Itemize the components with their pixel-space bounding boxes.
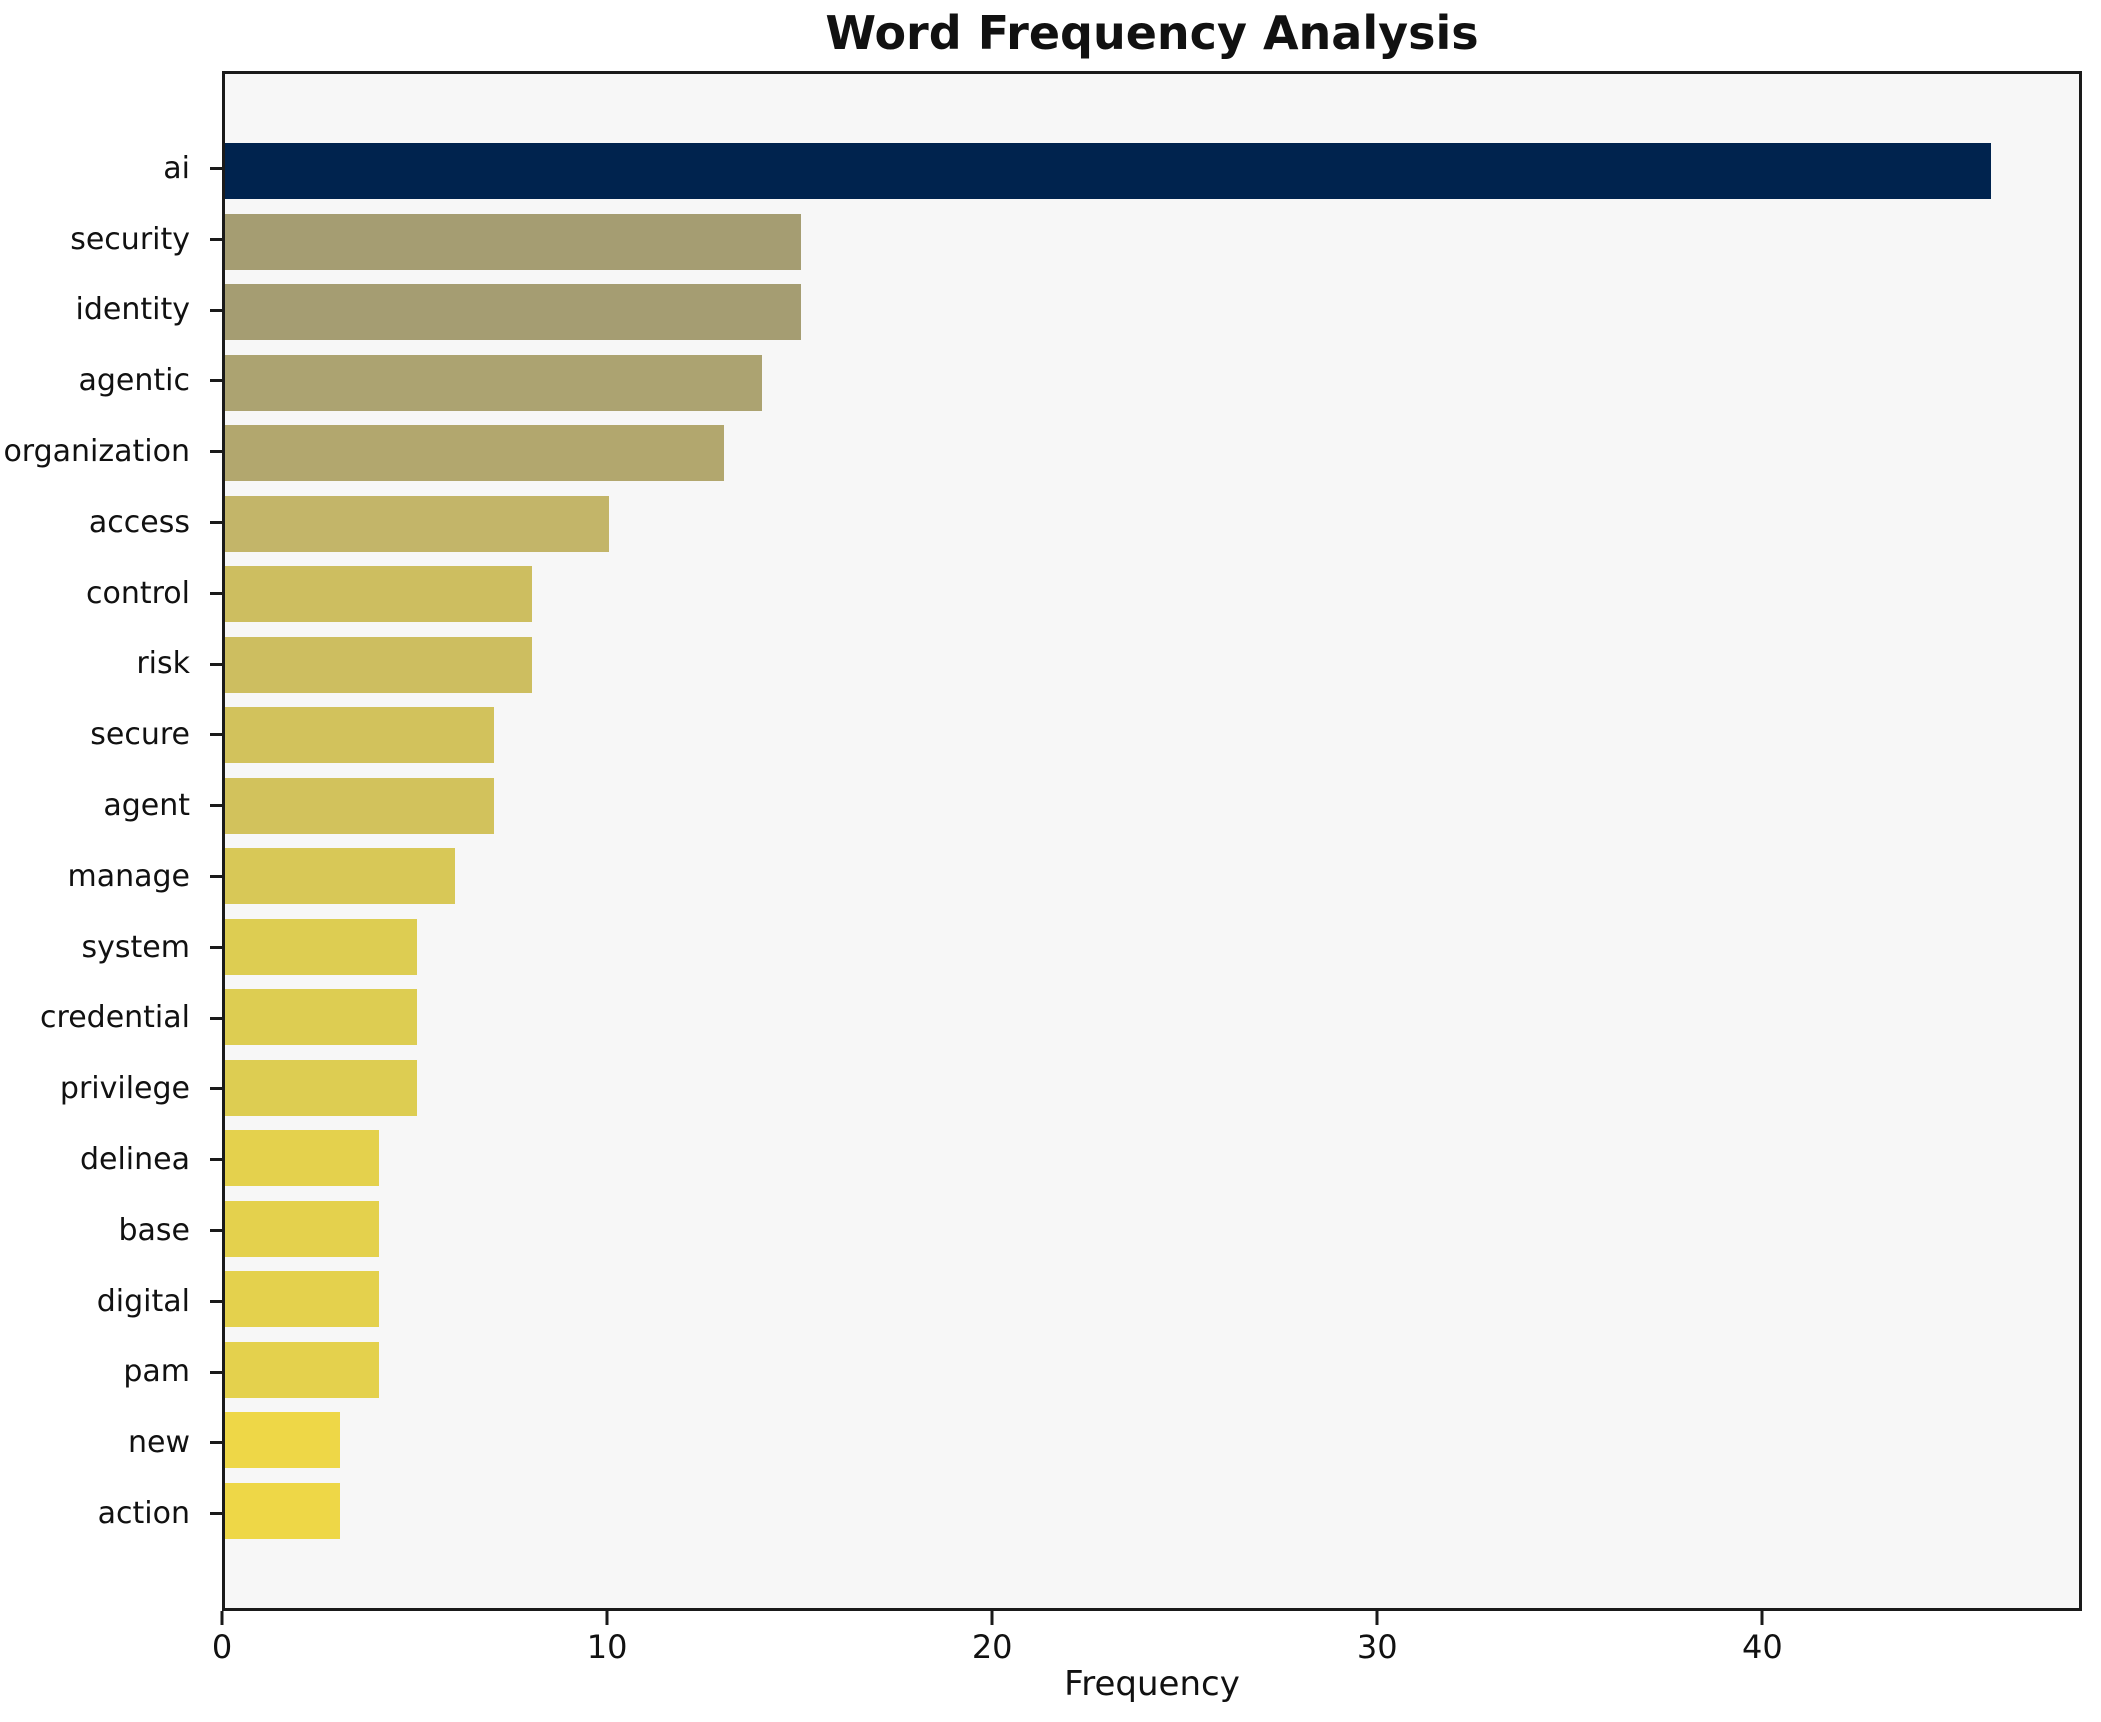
bar-row-credential (225, 982, 2079, 1053)
x-tick-mark-30 (1375, 1611, 1379, 1625)
y-label-base: base (118, 1212, 190, 1248)
y-tick-security (210, 237, 222, 241)
y-label-security: security (70, 221, 190, 257)
bar-system (225, 918, 417, 975)
y-label-identity: identity (75, 292, 190, 328)
x-tick-mark-0 (220, 1611, 224, 1625)
y-tick-agent (210, 804, 222, 808)
bar-manage (225, 848, 456, 905)
bar-base (225, 1200, 379, 1257)
x-tick-label-30: 30 (1356, 1628, 1398, 1666)
x-tick-mark-10 (605, 1611, 609, 1625)
y-label-system: system (81, 929, 190, 965)
bar-row-manage (225, 841, 2079, 912)
bar-access (225, 495, 609, 552)
y-label-digital: digital (96, 1283, 190, 1319)
bar-control (225, 566, 533, 623)
bar-row-control (225, 559, 2079, 630)
bar-row-digital (225, 1264, 2079, 1335)
y-label-credential: credential (40, 1000, 190, 1036)
y-tick-risk (210, 662, 222, 666)
y-tick-new (210, 1441, 222, 1445)
bar-row-delinea (225, 1123, 2079, 1194)
bar-digital (225, 1271, 379, 1328)
bar-credential (225, 989, 417, 1046)
y-tick-digital (210, 1299, 222, 1303)
bar-row-identity (225, 277, 2079, 348)
bar-row-ai (225, 136, 2079, 207)
bar-agent (225, 777, 494, 834)
bar-row-pam (225, 1335, 2079, 1406)
y-tick-base (210, 1228, 222, 1232)
bar-row-base (225, 1194, 2079, 1265)
bar-row-secure (225, 700, 2079, 771)
bar-row-agentic (225, 348, 2079, 419)
y-tick-privilege (210, 1087, 222, 1091)
bar-rows (225, 74, 2079, 1608)
y-label-delinea: delinea (79, 1142, 190, 1178)
y-label-agent: agent (103, 788, 190, 824)
bar-row-agent (225, 771, 2079, 842)
bar-row-risk (225, 630, 2079, 701)
bar-risk (225, 636, 533, 693)
bar-ai (225, 143, 1991, 200)
bar-secure (225, 707, 494, 764)
y-tick-delinea (210, 1158, 222, 1162)
y-tick-ai (210, 166, 222, 170)
bar-row-organization (225, 418, 2079, 489)
y-label-organization: organization (3, 434, 190, 470)
x-axis-title: Frequency (1064, 1664, 1240, 1704)
bar-privilege (225, 1059, 417, 1116)
bar-pam (225, 1341, 379, 1398)
x-tick-label-20: 20 (971, 1628, 1013, 1666)
y-tick-control (210, 591, 222, 595)
y-label-access: access (88, 504, 190, 540)
y-label-manage: manage (67, 858, 190, 894)
y-label-risk: risk (136, 646, 190, 682)
bar-row-security (225, 207, 2079, 278)
y-axis-labels: ai security identity agentic organization acc… (0, 133, 206, 1549)
bar-delinea (225, 1130, 379, 1187)
y-label-action: action (97, 1496, 190, 1532)
y-tick-manage (210, 874, 222, 878)
y-tick-action (210, 1512, 222, 1516)
bar-row-action (225, 1476, 2079, 1547)
y-label-new: new (127, 1425, 190, 1461)
x-tick-label-0: 0 (211, 1628, 233, 1666)
y-label-control: control (86, 575, 190, 611)
y-label-privilege: privilege (59, 1071, 190, 1107)
bar-row-privilege (225, 1053, 2079, 1124)
x-tick-mark-20 (990, 1611, 994, 1625)
bar-action (225, 1482, 341, 1539)
bar-security (225, 213, 801, 270)
x-tick-label-40: 40 (1742, 1628, 1783, 1666)
y-tick-identity (210, 308, 222, 312)
bar-row-system (225, 912, 2079, 983)
y-label-ai: ai (163, 150, 190, 186)
chart-title: Word Frequency Analysis (825, 6, 1479, 60)
y-tick-pam (210, 1370, 222, 1374)
bar-organization (225, 425, 724, 482)
bar-row-new (225, 1405, 2079, 1476)
y-label-secure: secure (90, 717, 190, 753)
bar-identity (225, 284, 801, 341)
y-tick-organization (210, 450, 222, 454)
bar-new (225, 1412, 341, 1469)
y-label-agentic: agentic (78, 363, 191, 399)
y-tick-system (210, 945, 222, 949)
y-tick-agentic (210, 379, 222, 383)
y-tick-credential (210, 1016, 222, 1020)
y-tick-access (210, 520, 222, 524)
bar-agentic (225, 354, 763, 411)
y-tick-secure (210, 733, 222, 737)
x-tick-label-10: 10 (586, 1628, 628, 1666)
y-label-pam: pam (123, 1354, 190, 1390)
bar-row-access (225, 489, 2079, 560)
x-tick-mark-40 (1760, 1611, 1764, 1625)
plot-area (222, 71, 2082, 1611)
